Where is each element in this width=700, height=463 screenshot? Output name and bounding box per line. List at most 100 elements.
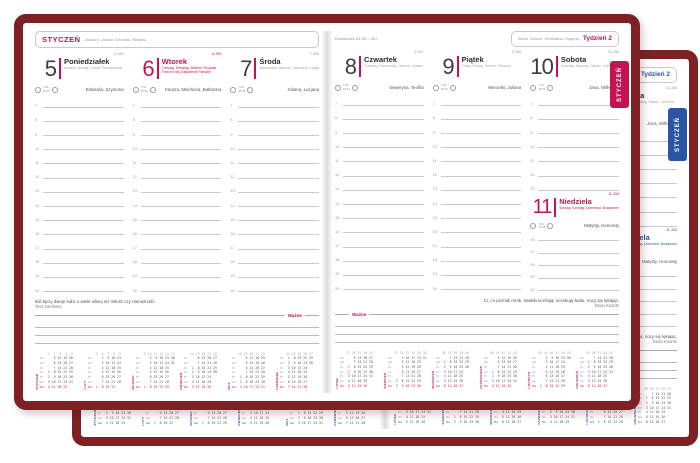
hour-line	[538, 277, 620, 279]
hour-row: 18	[133, 251, 222, 265]
weekday-label: So	[98, 415, 102, 420]
mini-calendar-days: 6 13 20 27	[286, 379, 308, 384]
hour-line	[43, 163, 124, 165]
hour-row: 12	[433, 164, 522, 178]
month-tab[interactable]: STYCZEŃ	[668, 108, 687, 161]
weekday-label: Nd	[98, 420, 102, 425]
sunrise-time: 7:43	[343, 83, 349, 88]
weekday-label: Wt	[280, 361, 284, 366]
sunset-time: 15:41	[343, 86, 350, 91]
hour-line	[440, 189, 522, 191]
mini-calendar-week-numbers: 49 50 51 52 53	[638, 387, 671, 392]
mini-calendar-days: 5 12 19 26	[490, 355, 517, 360]
mini-calendar-days: 3 10 17 24 31	[104, 415, 131, 420]
mini-calendar-days: 3 10 17 24	[538, 360, 565, 365]
important-rule	[335, 313, 349, 315]
weekday-label: Wt	[184, 361, 188, 366]
mini-calendar-days: 7 14 21 28	[346, 360, 373, 365]
hour-row: 8	[35, 109, 124, 123]
day-langs: Tuesday, Dienstag, Martedì, Вторник	[161, 66, 216, 70]
day-name: Czwartek	[364, 55, 397, 64]
mini-calendar-row: Pn 5 12 19 26	[40, 356, 73, 361]
week-numbers: 18 19 20 21 22	[238, 351, 265, 356]
mini-calendar-month: KWIECIEŃ	[179, 372, 183, 390]
weekday-label: Wt	[88, 361, 92, 366]
weekday-label: Pt	[88, 375, 91, 380]
hour-line	[238, 220, 320, 222]
weekday-label: Cz	[88, 370, 92, 375]
weekday-label: So	[590, 415, 594, 420]
mini-calendar-row: Cz 4 11 18 25	[280, 370, 313, 375]
hour-label: 11	[230, 160, 235, 165]
name-days: Juliana, Lucjana	[287, 87, 320, 92]
mini-calendar-days: 3 10 17 24 31	[644, 405, 671, 410]
mini-calendar-days: 6 13 20 27	[152, 411, 179, 416]
hour-row: 20	[230, 279, 320, 293]
day-divider	[555, 56, 558, 77]
day-ordinal: 10-355	[665, 86, 678, 90]
weekday-label: Nd	[484, 383, 488, 388]
hour-row: 9	[530, 121, 620, 135]
sunset-icon	[247, 86, 254, 93]
hour-line	[440, 147, 522, 149]
day-number: 11	[532, 196, 553, 219]
month-tab[interactable]: STYCZEŃ	[610, 61, 629, 108]
weekday-label: So	[532, 379, 536, 384]
hour-label: 13	[530, 187, 535, 192]
hour-row: 20	[35, 279, 124, 293]
hour-line	[238, 149, 320, 151]
mini-calendar-days: 2 9 16 23 30	[548, 410, 575, 415]
mini-calendar-days: 1 8 15 22	[152, 420, 174, 425]
mini-calendar-week-numbers: 44 45 46 47 48 49	[532, 351, 571, 356]
mini-calendar-row: Wt 6 13 20 27	[40, 361, 73, 366]
hour-row: 17	[530, 243, 620, 256]
hour-line	[140, 149, 222, 151]
mini-calendar-week-numbers: 40 41 42 43 44	[484, 351, 517, 356]
weekday-label: Śr	[232, 365, 235, 370]
sunrise-time: 7:41	[538, 83, 544, 88]
weekday-label: So	[280, 379, 284, 384]
sunrise-time: 7:42	[440, 83, 447, 88]
mini-calendar-row: Pt 1 8 15 22 29	[232, 375, 265, 380]
hour-label: 10	[530, 144, 535, 149]
hour-label: 14	[132, 203, 137, 208]
hour-row: 7	[335, 93, 424, 107]
hour-label: 10	[230, 146, 235, 151]
mini-calendar-row: So 6 13 20 27	[280, 380, 313, 385]
hour-label: 17	[35, 246, 40, 251]
mini-calendar-days: 4 11 18 25	[104, 420, 126, 425]
hour-label: 16	[432, 229, 437, 234]
mini-calendar-row: Nd 3 10 17 24 31	[290, 421, 323, 426]
mini-calendar-row: Cz 1 8 15 22 29	[40, 370, 73, 375]
weekday-label: So	[340, 379, 344, 384]
hour-row: 14	[230, 194, 320, 208]
hour-label: 9	[335, 130, 338, 135]
hour-label: 12	[230, 175, 235, 180]
weekday-label: So	[580, 379, 584, 384]
hour-label: 12	[335, 173, 340, 178]
weekday-label: Pt	[194, 411, 197, 416]
hour-row: 9	[433, 121, 522, 135]
hour-line	[140, 262, 222, 264]
weekday-label: Śr	[184, 365, 187, 370]
mini-calendar-days: 5 12 19 26	[442, 379, 464, 384]
hour-label: 13	[230, 189, 235, 194]
weekday-label: Pn	[436, 355, 440, 360]
hour-row: 8	[433, 107, 522, 121]
weekday-label: Pn	[340, 355, 344, 360]
hour-label: 16	[530, 237, 535, 242]
day-name: Wtorek	[161, 57, 188, 66]
hour-line	[440, 175, 522, 177]
weekday-label: Cz	[638, 405, 642, 410]
weekday-label: Śr	[436, 364, 439, 369]
